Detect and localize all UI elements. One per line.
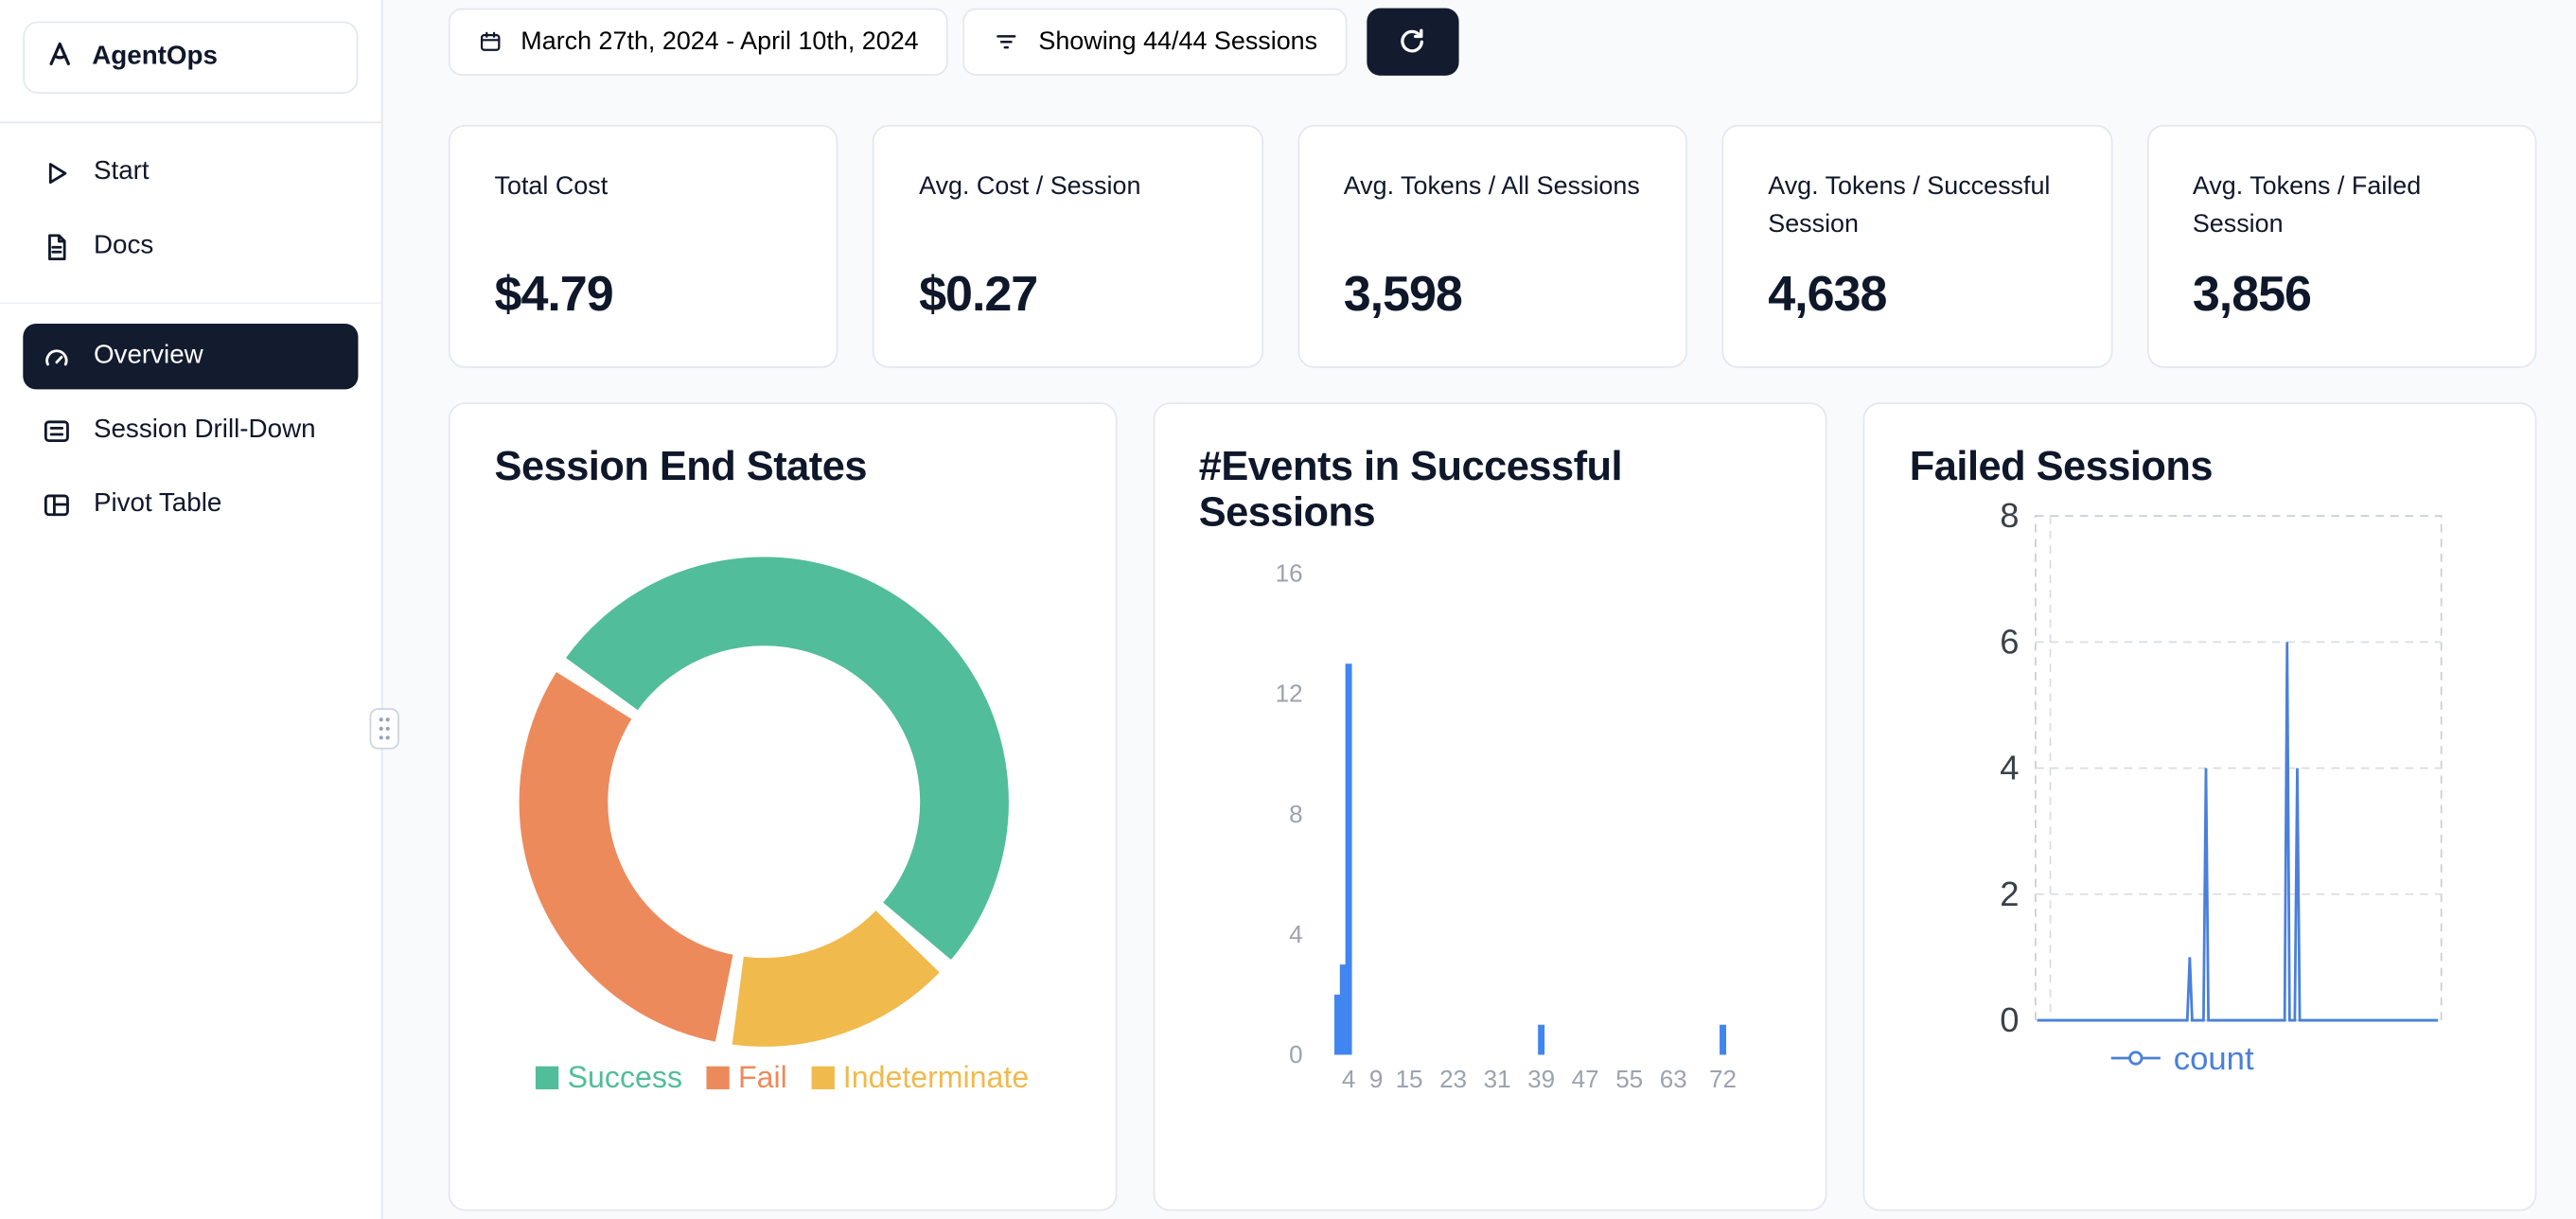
stat-card-avg-tokens-successful: Avg. Tokens / Successful Session 4,638 [1721, 124, 2112, 368]
svg-text:4: 4 [1289, 920, 1302, 948]
sidebar: AgentOps Start Docs [0, 0, 383, 1219]
svg-text:count: count [2174, 1041, 2254, 1077]
legend-item-fail[interactable]: Fail [707, 1060, 787, 1096]
date-range-button[interactable]: March 27th, 2024 - April 10th, 2024 [448, 8, 948, 76]
sessions-filter-label: Showing 44/44 Sessions [1038, 26, 1318, 56]
agentops-logo-icon [44, 37, 78, 78]
app-name: AgentOps [92, 43, 218, 71]
stat-label: Avg. Tokens / Failed Session [2192, 172, 2422, 239]
gauge-icon [40, 341, 73, 372]
sidebar-nav-top: Start Docs [0, 140, 381, 280]
main-content: March 27th, 2024 - April 10th, 2024 Show… [382, 0, 2576, 1219]
sidebar-item-docs[interactable]: Docs [23, 214, 358, 279]
sidebar-item-label: Overview [93, 342, 203, 370]
sidebar-divider [0, 121, 381, 124]
svg-text:8: 8 [2001, 496, 2020, 535]
failed-sessions-card: Failed Sessions 0 2 4 6 8 count [1863, 402, 2537, 1211]
document-icon [40, 231, 73, 262]
svg-text:6: 6 [2001, 622, 2020, 661]
donut-chart[interactable] [509, 547, 1018, 1056]
play-icon [40, 157, 73, 188]
stat-value: 3,598 [1343, 267, 1463, 323]
failed-sessions-chart[interactable]: 0 2 4 6 8 count [1865, 404, 2536, 1210]
stat-value: 4,638 [1768, 267, 1887, 323]
sidebar-item-session-drill-down[interactable]: Session Drill-Down [23, 398, 358, 463]
sidebar-item-label: Session Drill-Down [93, 415, 316, 444]
svg-text:72: 72 [1708, 1065, 1736, 1093]
legend-swatch [536, 1066, 559, 1089]
stat-label: Total Cost [494, 172, 609, 201]
filter-icon [993, 28, 1021, 57]
sidebar-item-label: Pivot Table [93, 489, 222, 518]
svg-text:63: 63 [1659, 1065, 1686, 1093]
stat-card-total-cost: Total Cost $4.79 [448, 124, 839, 368]
legend-swatch [811, 1066, 836, 1089]
sidebar-item-overview[interactable]: Overview [23, 323, 359, 390]
svg-text:16: 16 [1275, 559, 1302, 588]
stat-label: Avg. Cost / Session [919, 172, 1141, 201]
legend-item-indeterminate[interactable]: Indeterminate [811, 1059, 1030, 1096]
stat-label: Avg. Tokens / All Sessions [1343, 172, 1640, 201]
svg-text:9: 9 [1368, 1065, 1382, 1093]
svg-text:31: 31 [1483, 1065, 1510, 1093]
stat-card-avg-cost-session: Avg. Cost / Session $0.27 [873, 124, 1263, 368]
stat-value: $0.27 [919, 267, 1038, 323]
legend-label: Success [567, 1059, 683, 1095]
stat-value: $4.79 [494, 267, 614, 323]
chart-title: Session End States [494, 443, 868, 490]
svg-text:0: 0 [1289, 1040, 1302, 1069]
table-icon [40, 488, 73, 520]
stats-row: Total Cost $4.79 Avg. Cost / Session $0.… [448, 124, 2537, 368]
chart-title: Failed Sessions [1909, 443, 2214, 490]
svg-text:55: 55 [1615, 1065, 1643, 1093]
legend-label: Indeterminate [842, 1059, 1030, 1095]
sidebar-item-start[interactable]: Start [23, 140, 358, 205]
svg-text:0: 0 [2001, 1000, 2020, 1039]
svg-text:47: 47 [1571, 1065, 1598, 1093]
sidebar-item-pivot-table[interactable]: Pivot Table [23, 471, 358, 537]
svg-text:4: 4 [1341, 1065, 1354, 1093]
legend-label: Fail [738, 1059, 787, 1095]
date-range-label: March 27th, 2024 - April 10th, 2024 [520, 26, 919, 56]
charts-row: Session End States Success Fail Indetermin… [448, 402, 2537, 1211]
session-end-states-donut [519, 556, 1009, 1047]
toolbar: March 27th, 2024 - April 10th, 2024 Show… [448, 8, 2536, 76]
sidebar-item-label: Docs [93, 231, 154, 260]
svg-text:8: 8 [1289, 800, 1302, 828]
legend-swatch [707, 1066, 731, 1089]
panel-resize-handle[interactable] [369, 708, 399, 750]
sidebar-nav-main: Overview Session Drill-Down Pivot Table [0, 323, 381, 538]
svg-text:12: 12 [1275, 680, 1302, 708]
legend-item-success[interactable]: Success [536, 1059, 683, 1096]
refresh-button[interactable] [1367, 8, 1459, 76]
logo-box[interactable]: AgentOps [23, 21, 359, 94]
svg-text:23: 23 [1439, 1065, 1467, 1093]
sidebar-section-divider [0, 302, 381, 305]
calendar-icon [478, 29, 503, 54]
events-histogram-card: #Events in Successful Sessions 0 4 8 12 16 4 9… [1153, 402, 1828, 1211]
donut-legend: Success Fail Indeterminate [450, 1060, 1116, 1096]
stat-label: Avg. Tokens / Successful Session [1768, 172, 2051, 239]
svg-text:4: 4 [2001, 749, 2020, 787]
sessions-filter-button[interactable]: Showing 44/44 Sessions [962, 8, 1348, 76]
stat-card-avg-tokens-all: Avg. Tokens / All Sessions 3,598 [1297, 124, 1688, 368]
stat-value: 3,856 [2192, 267, 2312, 323]
sidebar-item-label: Start [93, 157, 150, 186]
chart-title: #Events in Successful Sessions [1198, 443, 1623, 537]
list-icon [40, 415, 73, 446]
drag-dots-icon [379, 717, 390, 740]
svg-text:2: 2 [2001, 874, 2020, 913]
refresh-icon [1397, 26, 1428, 58]
svg-text:15: 15 [1395, 1065, 1422, 1093]
svg-text:39: 39 [1527, 1065, 1555, 1093]
session-end-states-card: Session End States Success Fail Indetermin… [448, 402, 1117, 1211]
stat-card-avg-tokens-failed: Avg. Tokens / Failed Session 3,856 [2146, 124, 2537, 368]
